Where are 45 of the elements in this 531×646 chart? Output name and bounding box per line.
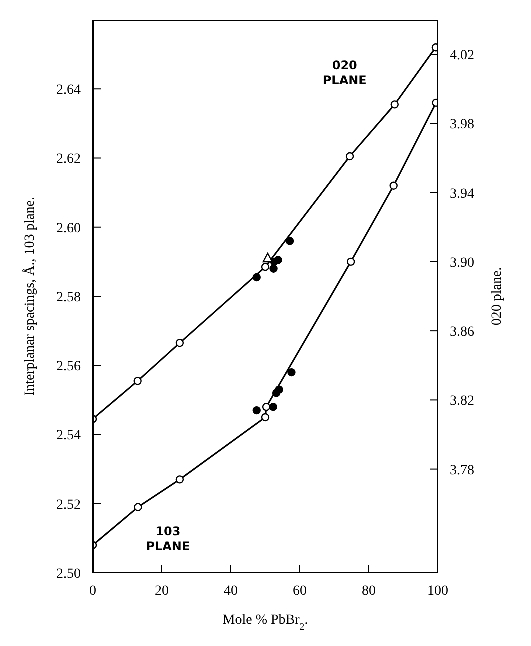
series-label: 103 PLANE (146, 524, 190, 554)
point (270, 264, 278, 273)
y2-tick-label: 4.02 (450, 48, 474, 64)
y2-tick-label: 3.86 (450, 325, 474, 340)
point (262, 403, 271, 412)
point (288, 368, 296, 377)
point (269, 403, 278, 412)
y-tick-label: 2.50 (56, 566, 81, 582)
y-tick-label: 2.60 (56, 221, 81, 236)
y-tick-label: 2.54 (56, 428, 81, 444)
y2-tick-label: 3.82 (450, 394, 474, 410)
y-tick-label: 2.62 (56, 152, 81, 168)
x-tick-label: 80 (362, 584, 376, 599)
point (134, 503, 142, 512)
point (286, 237, 294, 246)
point (252, 406, 261, 415)
y-tick-label: 2.56 (56, 360, 81, 375)
y2-tick-label: 3.94 (450, 186, 474, 202)
point (390, 182, 398, 190)
y2-tick-label: 3.78 (450, 463, 474, 478)
y-axis-title: Interplanar spacings, Å., 103 plane. (22, 196, 38, 396)
point (261, 263, 270, 272)
point (390, 100, 399, 109)
point (252, 273, 261, 282)
point (176, 339, 184, 348)
y2-tick-label: 3.98 (450, 118, 474, 133)
y-tick-label: 2.64 (56, 83, 81, 98)
point (346, 258, 356, 266)
point (261, 413, 270, 422)
point (275, 386, 284, 394)
y-tick-label: 2.58 (56, 290, 81, 306)
y-tick-label: 2.52 (56, 498, 81, 513)
point (176, 476, 184, 484)
x-tick-label: 0 (90, 584, 96, 599)
y2-tick-label: 3.90 (450, 256, 474, 271)
point (274, 256, 282, 264)
x-tick-label: 20 (155, 584, 169, 599)
x-tick-label: 60 (293, 584, 307, 599)
x-tick-label: 40 (224, 584, 238, 599)
point (346, 152, 354, 161)
text: 020 PLANE (322, 58, 367, 88)
y2-axis-title: 020 plane. (490, 267, 505, 326)
point (134, 377, 142, 386)
x-axis-title: Mole % PbBr$_{2}$. (222, 613, 308, 632)
x-tick-label: 100 (428, 584, 448, 599)
